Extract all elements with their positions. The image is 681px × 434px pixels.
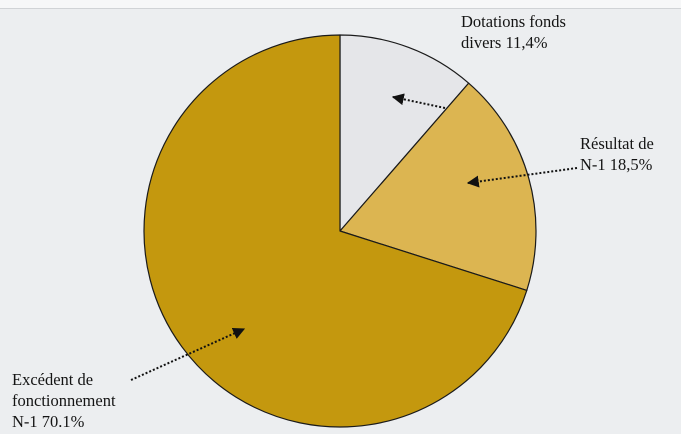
slice-label-line: Dotations fonds xyxy=(461,12,566,31)
slice-label-line: N-1 18,5% xyxy=(580,155,653,174)
slice-label-line: fonctionnement xyxy=(12,391,116,410)
slice-label-line: divers 11,4% xyxy=(461,33,548,52)
slice-label-line: Résultat de xyxy=(580,134,654,153)
slice-label-dotations-fonds-divers: Dotations fonds divers 11,4% xyxy=(461,12,566,52)
slice-label-resultat-n1: Résultat de N-1 18,5% xyxy=(580,134,654,174)
slice-label-line: N-1 70.1% xyxy=(12,412,85,431)
slice-label-excedent-fonctionnement: Excédent de fonctionnement N-1 70.1% xyxy=(12,370,116,431)
slices-layer xyxy=(144,35,536,427)
slice-label-line: Excédent de xyxy=(12,370,93,389)
